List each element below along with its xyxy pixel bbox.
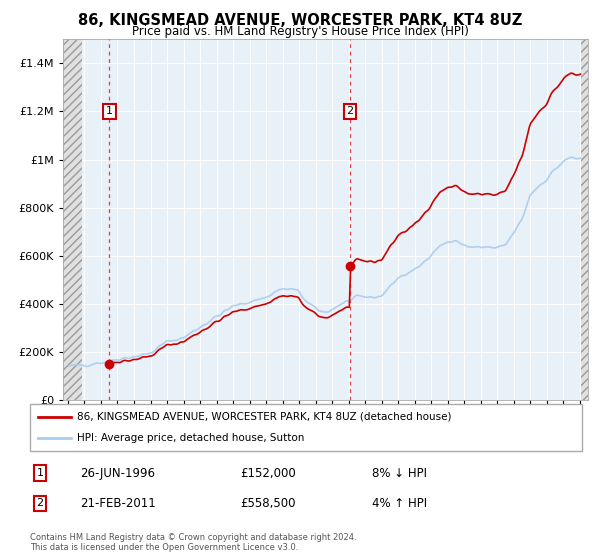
Text: 21-FEB-2011: 21-FEB-2011 (80, 497, 155, 510)
Text: 8% ↓ HPI: 8% ↓ HPI (372, 466, 427, 479)
Text: Price paid vs. HM Land Registry's House Price Index (HPI): Price paid vs. HM Land Registry's House … (131, 25, 469, 38)
Text: 4% ↑ HPI: 4% ↑ HPI (372, 497, 427, 510)
Text: This data is licensed under the Open Government Licence v3.0.: This data is licensed under the Open Gov… (30, 543, 298, 552)
Text: Contains HM Land Registry data © Crown copyright and database right 2024.: Contains HM Land Registry data © Crown c… (30, 533, 356, 542)
Text: 86, KINGSMEAD AVENUE, WORCESTER PARK, KT4 8UZ: 86, KINGSMEAD AVENUE, WORCESTER PARK, KT… (78, 13, 522, 28)
Text: 2: 2 (37, 498, 43, 508)
Text: 2: 2 (346, 106, 353, 116)
Text: 1: 1 (37, 468, 43, 478)
Text: 1: 1 (106, 106, 113, 116)
Bar (581, 39, 588, 400)
Text: £558,500: £558,500 (240, 497, 295, 510)
Text: HPI: Average price, detached house, Sutton: HPI: Average price, detached house, Sutt… (77, 433, 304, 444)
Text: 26-JUN-1996: 26-JUN-1996 (80, 466, 155, 479)
Bar (63, 39, 82, 400)
Text: £152,000: £152,000 (240, 466, 296, 479)
FancyBboxPatch shape (30, 404, 582, 451)
Text: 86, KINGSMEAD AVENUE, WORCESTER PARK, KT4 8UZ (detached house): 86, KINGSMEAD AVENUE, WORCESTER PARK, KT… (77, 412, 451, 422)
